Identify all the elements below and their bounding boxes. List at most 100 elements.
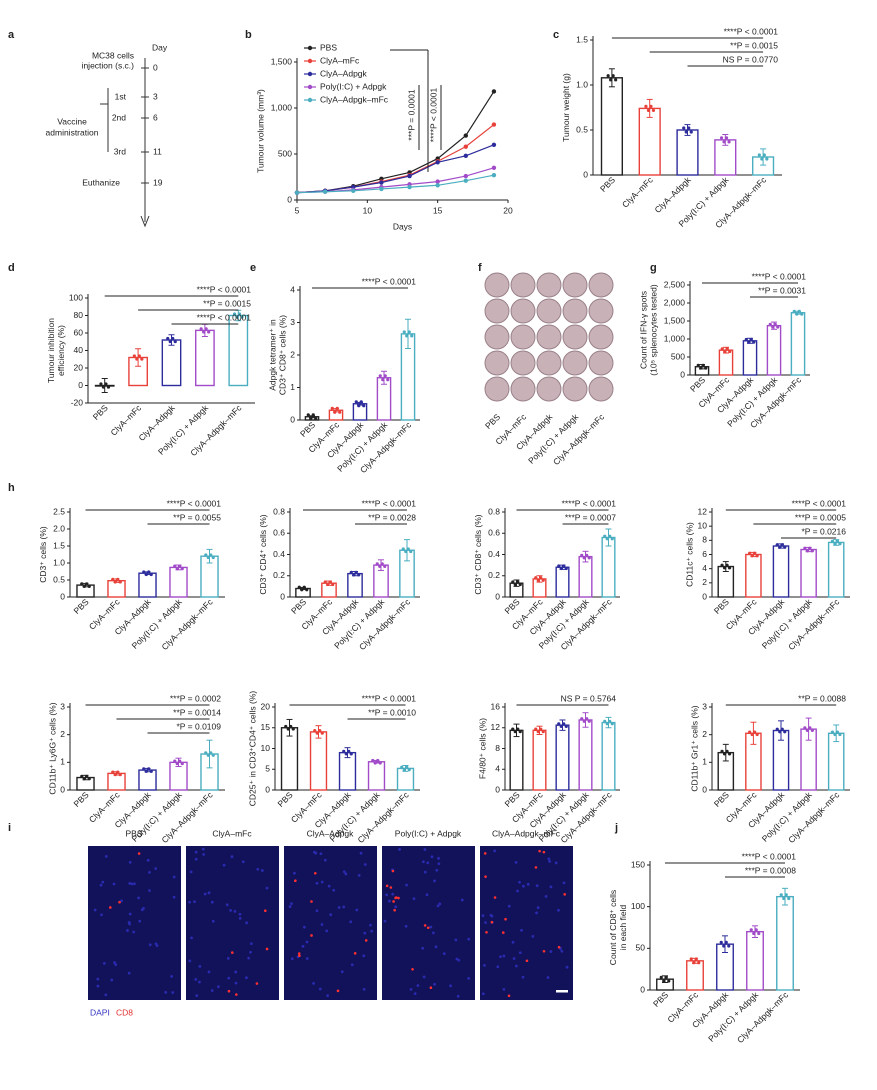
bar xyxy=(578,555,593,598)
event-label: 3rd xyxy=(114,146,127,156)
nucleus xyxy=(126,929,129,932)
x-tick-label: PBS xyxy=(688,375,707,394)
replicate-dot xyxy=(797,309,801,313)
nucleus xyxy=(362,987,366,991)
bar xyxy=(367,761,386,791)
well xyxy=(536,298,562,324)
replicate-dot xyxy=(582,719,586,723)
nucleus xyxy=(549,950,553,953)
replicate-dot xyxy=(357,573,361,577)
cd8-cell xyxy=(313,871,317,875)
nucleus xyxy=(325,929,329,933)
replicate-dot xyxy=(682,126,686,130)
nucleus xyxy=(327,884,331,888)
bar xyxy=(745,553,762,598)
nucleus xyxy=(359,851,363,855)
nucleus xyxy=(438,902,442,906)
nucleus xyxy=(292,871,296,875)
nucleus xyxy=(210,900,214,904)
y-tick-label: 1 xyxy=(290,382,295,392)
y-tick-label: 0 xyxy=(60,591,65,601)
replicate-dot xyxy=(778,730,782,734)
cd8-cell xyxy=(411,967,414,971)
x-tick-label: ClyA–mFc xyxy=(108,402,143,437)
replicate-dot xyxy=(783,730,787,734)
legend-marker xyxy=(307,97,313,103)
bar xyxy=(686,960,704,991)
replicate-dot xyxy=(727,140,731,144)
cd8-cell xyxy=(235,993,238,996)
x-tick-label: PBS xyxy=(503,790,522,809)
replicate-dot xyxy=(330,406,334,410)
replicate-dot xyxy=(727,944,731,948)
replicate-dot xyxy=(211,753,215,757)
annotation: **P = 0.0014 xyxy=(173,707,221,717)
day: 19 xyxy=(153,177,163,187)
replicate-dot xyxy=(178,564,182,568)
bar xyxy=(347,572,363,598)
replicate-dot xyxy=(354,570,358,574)
event-label: injection (s.c.) xyxy=(82,60,135,70)
x-tick-label: 10 xyxy=(363,205,373,215)
annotation: ****P < 0.0001 xyxy=(428,88,438,143)
cd8-cell xyxy=(483,852,487,855)
panel-letter: h xyxy=(8,482,15,494)
replicate-dot xyxy=(830,539,835,543)
y-tick-label: 50 xyxy=(636,943,646,953)
well xyxy=(536,324,562,350)
replicate-dot xyxy=(646,108,651,113)
nucleus xyxy=(265,886,269,890)
annotation: **P = 0.0010 xyxy=(368,707,416,717)
x-tick-label: ClyA–Adpgk–mFc xyxy=(735,989,791,1045)
x-tick-label: PBS xyxy=(72,790,91,809)
well xyxy=(588,324,614,350)
nucleus xyxy=(434,945,438,949)
replicate-dot xyxy=(386,378,390,382)
replicate-dot xyxy=(516,580,520,584)
nucleus xyxy=(198,964,202,968)
y-tick-label: 4 xyxy=(290,284,295,294)
y-axis-label: CD25⁺ in CD3⁺CD4⁺ cells (%) xyxy=(248,691,258,807)
nucleus xyxy=(148,943,152,947)
nucleus xyxy=(216,985,220,989)
point xyxy=(463,173,468,179)
replicate-dot xyxy=(516,727,520,731)
panel-letter: g xyxy=(650,262,657,274)
y-tick-label: 0 xyxy=(78,380,83,390)
replicate-dot xyxy=(587,556,591,560)
nucleus xyxy=(132,882,136,886)
replicate-dot xyxy=(748,551,752,555)
replicate-dot xyxy=(539,727,543,731)
legend-label: ClyA–Adpgk xyxy=(320,68,368,78)
y-tick-label: 0.8 xyxy=(488,506,500,516)
y-tick-label: 1.5 xyxy=(576,34,588,44)
nucleus xyxy=(467,976,470,980)
nucleus xyxy=(499,955,502,959)
day: 11 xyxy=(153,146,162,156)
nucleus xyxy=(560,949,564,953)
nucleus xyxy=(320,880,324,884)
cd8-cell xyxy=(423,924,427,927)
nucleus xyxy=(489,913,493,917)
replicate-dot xyxy=(240,315,244,319)
nucleus xyxy=(101,880,105,884)
replicate-dot xyxy=(608,534,612,538)
replicate-dot xyxy=(559,566,563,571)
replicate-dot xyxy=(305,588,309,592)
replicate-dot xyxy=(536,729,540,734)
cd8-cell xyxy=(265,947,269,951)
nucleus xyxy=(369,923,372,927)
nucleus xyxy=(416,984,420,987)
nucleus xyxy=(256,867,260,871)
replicate-dot xyxy=(805,549,809,553)
replicate-dot xyxy=(750,732,754,737)
nucleus xyxy=(113,961,116,964)
replicate-dot xyxy=(541,729,545,734)
nucleus xyxy=(454,938,458,942)
y-tick-label: 0 xyxy=(60,784,65,794)
nucleus xyxy=(502,988,506,991)
well xyxy=(484,376,510,402)
replicate-dot xyxy=(557,722,561,726)
series-line xyxy=(296,144,495,194)
y-tick-label: 0 xyxy=(280,591,285,601)
